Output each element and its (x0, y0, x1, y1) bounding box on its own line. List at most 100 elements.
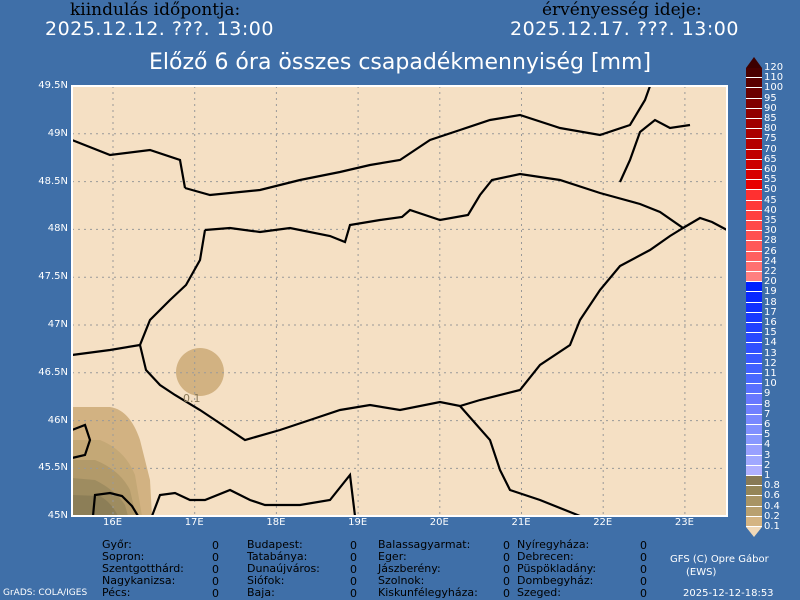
colorbar-swatch (746, 98, 762, 109)
lon-label: 21E (511, 517, 531, 528)
grads-credit: GrADS: COLA/IGES (3, 588, 88, 598)
colorbar-swatch (746, 384, 762, 395)
map-background (72, 86, 727, 516)
generated-timestamp: 2025-12-12-18:53 (683, 588, 774, 599)
map-title: Előző 6 óra összes csapadékmennyiség [mm… (148, 50, 652, 75)
border-bosnia (91, 491, 139, 517)
station-name: Nagykanizsa: (102, 574, 176, 587)
colorbar-swatch (746, 343, 762, 354)
colorbar-swatch (746, 292, 762, 303)
station-value: 0 (350, 575, 357, 588)
colorbar-label: 9 (764, 388, 771, 400)
station-value: 0 (212, 551, 219, 564)
grid-lines (72, 86, 727, 516)
colorbar-swatch (746, 506, 762, 517)
station-value: 0 (640, 575, 647, 588)
station-name: Debrecen: (517, 550, 574, 563)
colorbar-label: 95 (764, 92, 777, 104)
lat-label: 46N (47, 414, 68, 426)
colorbar-label: 0.4 (764, 500, 780, 512)
colorbar-label: 100 (764, 82, 784, 94)
station-value: 0 (640, 551, 647, 564)
colorbar-label: 45 (764, 194, 777, 206)
colorbar-swatch (746, 404, 762, 415)
station-name: Szeged: (517, 586, 561, 599)
start-time-value: 2025.12.12. ???. 13:00 (45, 18, 274, 40)
colorbar-label: 40 (764, 204, 777, 216)
lat-label: 47N (47, 319, 68, 330)
border-north (184, 85, 652, 197)
station-name: Baja: (247, 586, 275, 599)
station-name: Eger: (378, 550, 407, 563)
colorbar-label: 50 (764, 184, 777, 196)
colorbar-label: 85 (764, 113, 777, 124)
precip-area-0.1 (176, 348, 224, 396)
lon-label: 20E (429, 517, 449, 528)
station-value: 0 (503, 563, 510, 576)
colorbar-swatch (746, 149, 762, 160)
station-name: Pécs: (102, 586, 131, 599)
station-name: Budapest: (247, 538, 303, 551)
colorbar-swatch (746, 414, 762, 425)
colorbar-swatch (746, 261, 762, 272)
colorbar-label: 1 (764, 470, 771, 481)
lat-label: 49N (47, 127, 68, 139)
station-name: Balassagyarmat: (378, 538, 471, 551)
colorbar-swatch (746, 251, 762, 262)
colorbar-swatch (746, 302, 762, 313)
colorbar-label: 120 (764, 62, 784, 73)
lon-label: 18E (266, 517, 286, 528)
border-austria-slovenia (71, 343, 141, 357)
credit-subtext: (EWS) (686, 567, 717, 578)
colorbar-label: 3 (764, 449, 771, 461)
station-value: 0 (350, 563, 357, 576)
border-hungary (138, 172, 686, 442)
lon-label: 16E (103, 517, 123, 528)
colorbar-swatch (746, 68, 762, 79)
colorbar-swatch (746, 353, 762, 364)
colorbar-swatch (746, 465, 762, 476)
colorbar-swatch (746, 435, 762, 446)
border-slovak-ukraine (618, 118, 691, 183)
colorbar-swatch (746, 445, 762, 456)
station-value: 0 (212, 539, 219, 552)
station-value: 0 (503, 539, 510, 552)
colorbar-label: 17 (764, 306, 777, 318)
colorbar-label: 14 (764, 337, 777, 349)
station-name: Dunaújváros: (247, 562, 320, 575)
colorbar-label: 16 (764, 317, 777, 328)
lat-label: 47.5N (38, 271, 68, 283)
station-value: 0 (503, 575, 510, 588)
station-name: Jászberény: (378, 562, 441, 575)
colorbar-swatch (746, 78, 762, 89)
colorbar-swatch (746, 394, 762, 405)
station-value: 0 (212, 587, 219, 600)
colorbar-label: 24 (764, 255, 777, 267)
valid-time-value: 2025.12.17. ???. 13:00 (510, 18, 739, 40)
lat-label: 45N (47, 510, 68, 522)
colorbar-label: 28 (764, 235, 777, 247)
colorbar-label: 30 (764, 225, 777, 237)
colorbar-label: 10 (764, 378, 777, 390)
credit-text: GFS (C) Opre Gábor (670, 554, 769, 565)
border-poland (71, 138, 187, 189)
colorbar-bottom-arrow (746, 527, 762, 537)
station-value: 0 (350, 539, 357, 552)
colorbar-label: 5 (764, 429, 771, 441)
colorbar-swatch (746, 210, 762, 221)
colorbar-label: 90 (764, 102, 777, 114)
station-name: Győr: (102, 538, 132, 551)
station-name: Sopron: (102, 550, 145, 563)
station-name: Nyíregyháza: (517, 538, 590, 551)
colorbar-swatch (746, 312, 762, 323)
station-value: 0 (212, 563, 219, 576)
colorbar-swatch (746, 363, 762, 374)
colorbar-label: 8 (764, 398, 771, 410)
colorbar-swatch (746, 119, 762, 130)
colorbar-label: 0.6 (764, 490, 780, 502)
border-croatia-south (150, 472, 357, 517)
station-value: 0 (503, 587, 510, 600)
station-value: 0 (350, 551, 357, 564)
colorbar-swatch (746, 241, 762, 252)
